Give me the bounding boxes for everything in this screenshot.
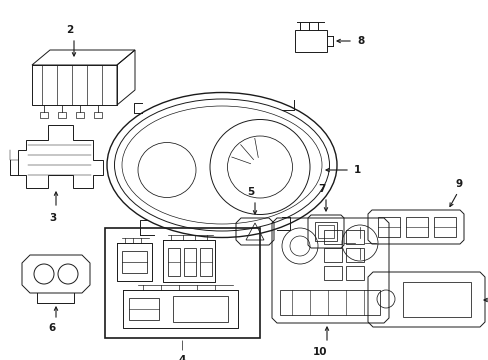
Text: 7: 7	[318, 184, 325, 194]
Bar	[346, 266, 363, 280]
Text: 3: 3	[49, 213, 57, 223]
Text: 1: 1	[353, 165, 361, 175]
Bar	[58, 112, 66, 118]
Bar	[346, 230, 363, 244]
Bar	[324, 230, 341, 244]
Text: 10: 10	[312, 347, 326, 357]
Bar	[324, 248, 341, 262]
Text: 6: 6	[48, 323, 56, 333]
Bar	[40, 112, 48, 118]
Bar	[168, 248, 180, 276]
Bar	[280, 290, 379, 315]
Bar	[173, 296, 227, 322]
Text: 4: 4	[179, 355, 186, 360]
Text: 5: 5	[247, 187, 254, 197]
Bar	[324, 266, 341, 280]
Bar	[317, 225, 333, 238]
Bar	[76, 112, 84, 118]
Bar	[183, 248, 196, 276]
Bar	[433, 217, 455, 237]
Bar	[294, 30, 326, 52]
Bar	[94, 112, 102, 118]
Text: 2: 2	[66, 25, 74, 35]
Bar	[105, 228, 260, 338]
Text: 9: 9	[454, 179, 462, 189]
Bar	[129, 298, 159, 320]
Bar	[402, 282, 470, 317]
Bar	[346, 248, 363, 262]
Bar	[200, 248, 212, 276]
Bar	[314, 222, 336, 241]
Text: 8: 8	[356, 36, 364, 46]
Bar	[377, 217, 399, 237]
Bar	[122, 251, 147, 273]
Bar	[405, 217, 427, 237]
